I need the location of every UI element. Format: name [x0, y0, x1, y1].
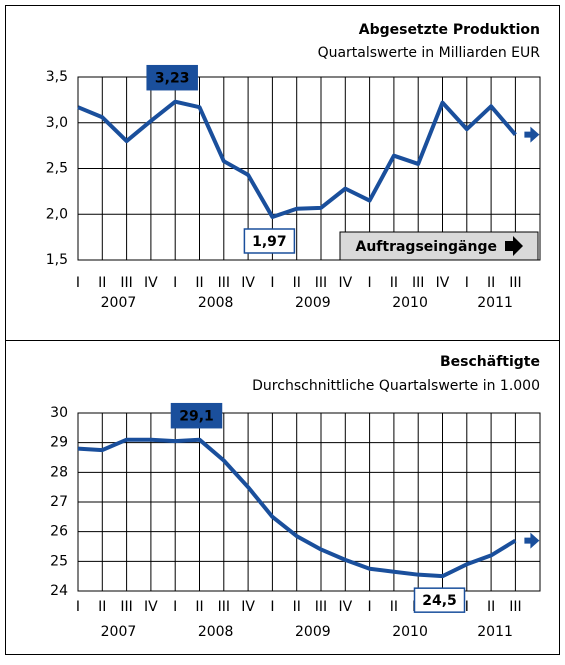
- value-label-box: [170, 402, 223, 429]
- value-label: 24,5: [422, 593, 457, 609]
- year-label: 2009: [295, 624, 331, 640]
- link-label[interactable]: Auftragseingänge: [355, 239, 497, 255]
- x-tick-label: I: [270, 599, 274, 615]
- x-tick-label: II: [195, 275, 203, 291]
- value-label: 1,97: [252, 234, 287, 250]
- x-tick-label: IV: [241, 275, 255, 291]
- year-label: 2011: [477, 624, 513, 640]
- frame: [5, 5, 560, 655]
- x-tick-label: II: [390, 599, 398, 615]
- value-label-box: [243, 228, 296, 254]
- x-tick-label: IV: [144, 599, 158, 615]
- x-tick-label: I: [465, 599, 469, 615]
- x-tick-label: II: [293, 275, 301, 291]
- x-tick-label: I: [76, 275, 80, 291]
- y-tick-label: 24: [50, 583, 68, 599]
- value-label: 29,1: [179, 409, 214, 425]
- y-tick-label: 27: [50, 494, 68, 510]
- y-tick-label: 25: [50, 553, 68, 569]
- end-arrow: [524, 532, 540, 549]
- year-label: 2008: [198, 624, 234, 640]
- x-tick-label: I: [76, 599, 80, 615]
- x-tick-label: III: [412, 275, 424, 291]
- x-tick-label: III: [315, 599, 327, 615]
- year-label: 2010: [392, 624, 428, 640]
- year-label: 2009: [295, 295, 331, 311]
- year-label: 2007: [101, 295, 137, 311]
- y-tick-label: 26: [50, 524, 68, 540]
- x-tick-label: I: [173, 275, 177, 291]
- x-tick-label: I: [465, 275, 469, 291]
- x-tick-label: III: [315, 275, 327, 291]
- x-tick-label: I: [368, 599, 372, 615]
- x-tick-label: III: [218, 599, 230, 615]
- x-tick-label: II: [487, 599, 495, 615]
- x-tick-label: II: [487, 275, 495, 291]
- x-tick-label: III: [218, 275, 230, 291]
- y-tick-label: 28: [50, 464, 68, 480]
- x-tick-label: IV: [144, 275, 158, 291]
- x-tick-label: IV: [241, 599, 255, 615]
- x-tick-label: II: [390, 275, 398, 291]
- value-label-box: [146, 64, 198, 91]
- x-tick-label: II: [195, 599, 203, 615]
- chart-title: Beschäftigte: [440, 354, 540, 370]
- chart-subtitle: Durchschnittliche Quartalswerte in 1.000: [252, 378, 540, 394]
- y-tick-label: 2,5: [46, 161, 68, 177]
- x-tick-label: I: [173, 599, 177, 615]
- link-button[interactable]: Auftragseingänge: [339, 231, 539, 261]
- year-label: 2010: [392, 295, 428, 311]
- x-tick-label: I: [270, 275, 274, 291]
- x-tick-label: III: [509, 275, 521, 291]
- chart-subtitle: Quartalswerte in Milliarden EUR: [318, 45, 541, 61]
- data-line: [77, 437, 517, 579]
- y-tick-label: 1,5: [46, 252, 68, 268]
- y-tick-label: 30: [50, 405, 68, 421]
- x-tick-label: II: [98, 599, 106, 615]
- year-label: 2011: [477, 295, 513, 311]
- x-tick-label: III: [120, 599, 132, 615]
- y-tick-label: 3,0: [46, 115, 68, 131]
- x-tick-label: II: [98, 275, 106, 291]
- y-tick-label: 29: [50, 435, 68, 451]
- x-tick-label: III: [120, 275, 132, 291]
- x-tick-label: I: [368, 275, 372, 291]
- year-label: 2008: [198, 295, 234, 311]
- x-tick-label: II: [293, 599, 301, 615]
- chart-title: Abgesetzte Produktion: [359, 22, 540, 38]
- year-label: 2007: [101, 624, 137, 640]
- x-tick-label: IV: [436, 275, 450, 291]
- value-label: 3,23: [155, 71, 190, 87]
- data-line: [77, 99, 517, 219]
- value-label-box: [413, 587, 466, 613]
- link-arrow: [505, 236, 523, 256]
- x-tick-label: IV: [338, 599, 352, 615]
- y-tick-label: 3,5: [46, 69, 68, 85]
- x-tick-label: III: [509, 599, 521, 615]
- end-arrow: [524, 126, 540, 143]
- y-tick-label: 2,0: [46, 206, 68, 222]
- x-tick-label: IV: [338, 275, 352, 291]
